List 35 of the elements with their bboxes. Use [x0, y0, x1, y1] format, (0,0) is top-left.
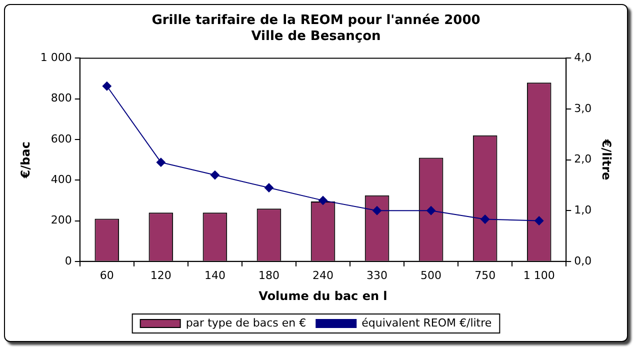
point	[534, 216, 544, 226]
y-axis-title: €/bac	[18, 142, 32, 180]
x-tick-label: 60	[100, 268, 114, 282]
point	[156, 158, 166, 167]
legend-label: équivalent REOM €/litre	[362, 316, 492, 330]
x-tick-label: 180	[258, 268, 280, 282]
y2-axis-title: €/litre	[600, 138, 614, 180]
point	[102, 82, 112, 91]
point	[426, 206, 436, 216]
y-tick-label: 600	[50, 132, 72, 146]
legend-label: par type de bacs en €	[186, 316, 306, 330]
x-tick-label: 750	[474, 268, 496, 282]
x-tick-label: 330	[366, 268, 388, 282]
point	[210, 170, 220, 180]
x-axis-title: Volume du bac en l	[258, 288, 388, 303]
point	[372, 206, 382, 216]
chart-title: Grille tarifaire de la REOM pour l'année 2000 Ville de Besançon	[152, 13, 480, 44]
y-tick-label: 200	[50, 214, 72, 227]
x-tick-label: 1 100	[523, 268, 555, 282]
point	[318, 196, 328, 205]
y2-tick-label: 0,0	[574, 254, 592, 268]
y2-tick-label: 3,0	[574, 102, 592, 115]
y-tick-label: 800	[50, 92, 72, 105]
y2-tick-label: 2,0	[574, 152, 592, 166]
x-tick-label: 140	[204, 268, 226, 282]
point	[264, 183, 274, 192]
y-tick-label: 400	[50, 172, 72, 186]
y2-tick-label: 4,0	[574, 51, 592, 64]
y-tick-label: 1 000	[40, 51, 72, 64]
x-tick-label: 500	[420, 268, 442, 282]
y2-tick-label: 1,0	[574, 203, 592, 216]
x-tick-label: 240	[312, 268, 334, 282]
y-tick-label: 0	[64, 254, 72, 268]
point	[480, 214, 490, 224]
x-tick-label: 120	[150, 268, 172, 282]
